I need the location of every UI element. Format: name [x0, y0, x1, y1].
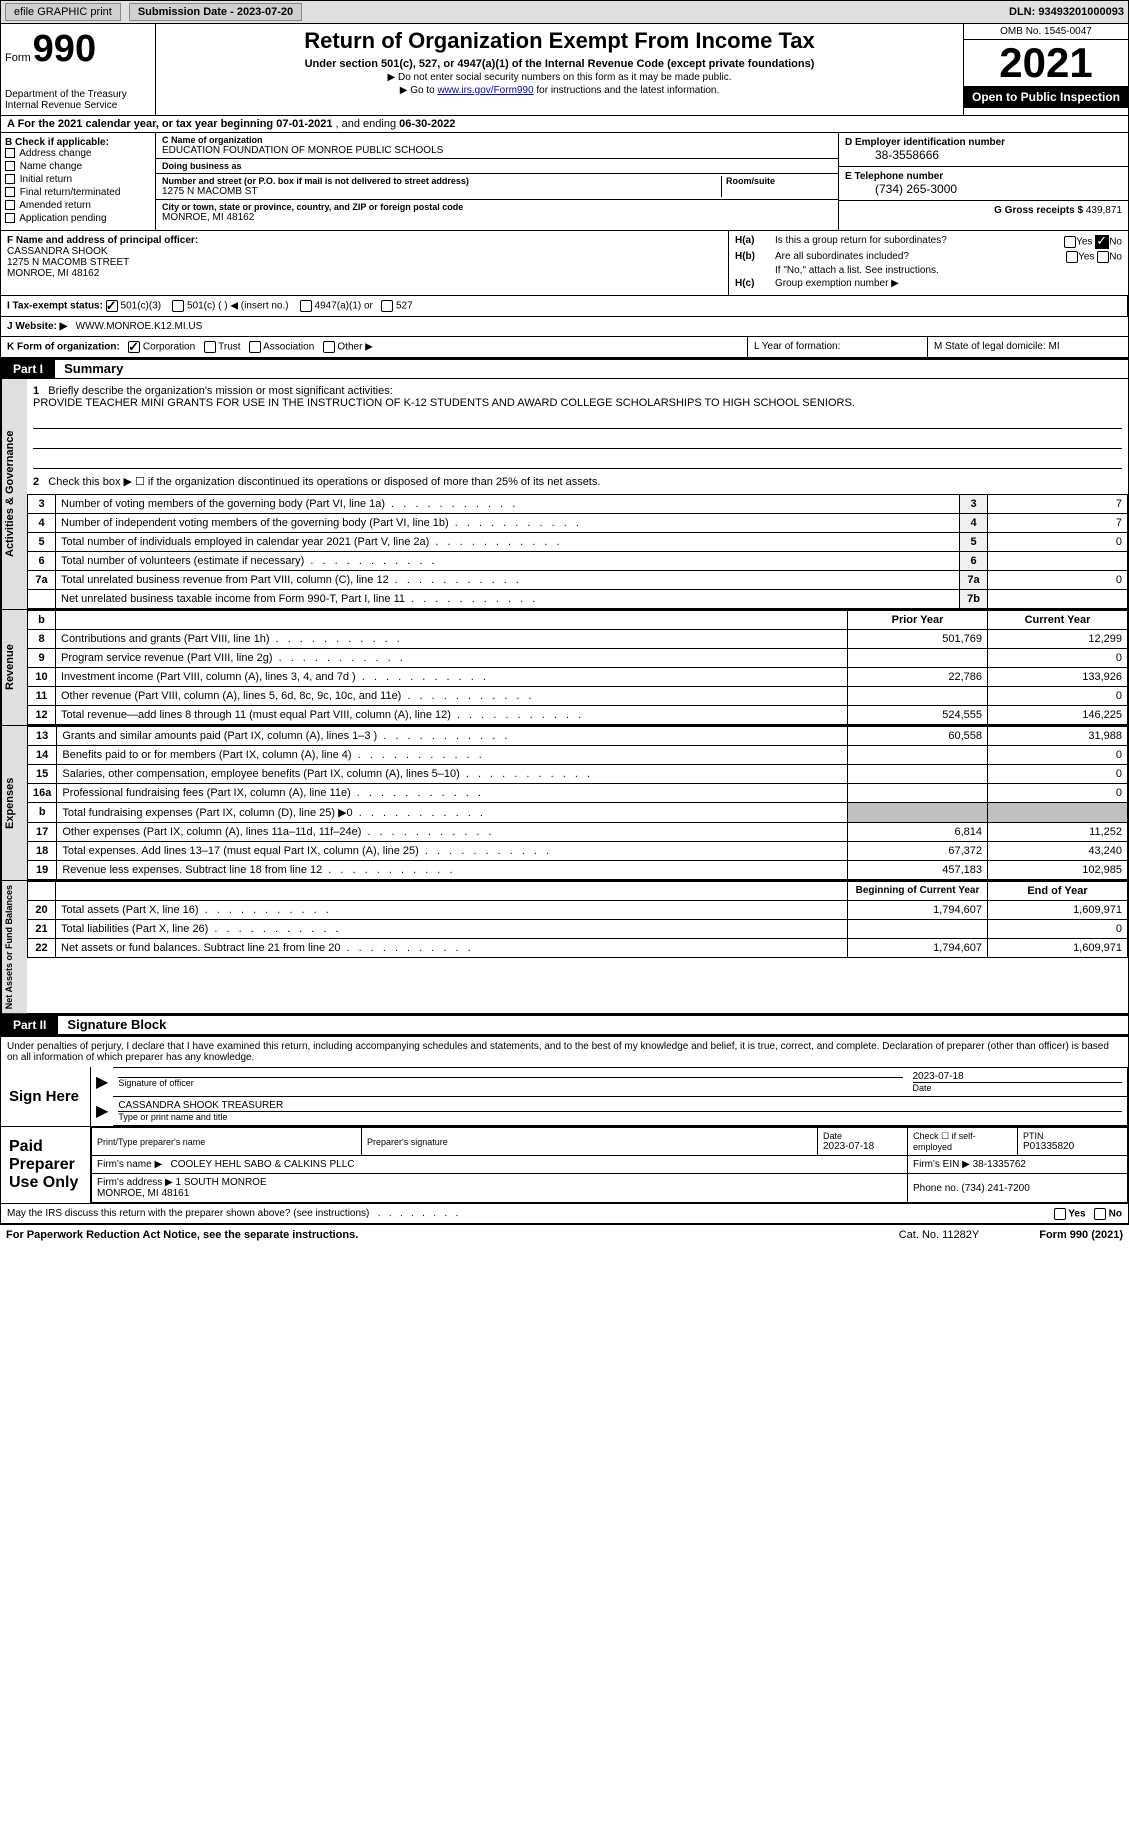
open-public: Open to Public Inspection: [964, 86, 1128, 108]
org-name: EDUCATION FOUNDATION OF MONROE PUBLIC SC…: [162, 145, 832, 156]
website: WWW.MONROE.K12.MI.US: [76, 321, 203, 332]
org-city: MONROE, MI 48162: [162, 212, 832, 223]
form-title: Return of Organization Exempt From Incom…: [164, 28, 955, 54]
hb-yes[interactable]: [1066, 251, 1078, 263]
501c3-check[interactable]: [106, 300, 118, 312]
sign-here-label: Sign Here: [1, 1067, 91, 1126]
top-bar: efile GRAPHIC print Submission Date - 20…: [0, 0, 1129, 24]
mission-text: PROVIDE TEACHER MINI GRANTS FOR USE IN T…: [33, 397, 855, 409]
section-revenue: Revenue bPrior YearCurrent Year8Contribu…: [0, 610, 1129, 726]
col-b: B Check if applicable: Address change Na…: [1, 133, 156, 230]
irs-link[interactable]: www.irs.gov/Form990: [437, 85, 533, 96]
link-note: ▶ Go to www.irs.gov/Form990 for instruct…: [164, 85, 955, 96]
block-bcd: B Check if applicable: Address change Na…: [0, 133, 1129, 231]
signature-block: Under penalties of perjury, I declare th…: [0, 1035, 1129, 1224]
row-j: J Website: ▶ WWW.MONROE.K12.MI.US: [0, 317, 1129, 337]
col-f: F Name and address of principal officer:…: [1, 231, 728, 295]
dln: DLN: 93493201000093: [1009, 6, 1124, 18]
org-street: 1275 N MACOMB ST: [162, 186, 717, 197]
col-h: H(a)Is this a group return for subordina…: [728, 231, 1128, 295]
firm-ein: 38-1335762: [973, 1159, 1026, 1170]
row-i: I Tax-exempt status: 501(c)(3) 501(c) ( …: [0, 296, 1129, 317]
ssn-note: ▶ Do not enter social security numbers o…: [164, 72, 955, 83]
ha-yes[interactable]: [1064, 236, 1076, 248]
form-number: Form 990: [5, 28, 151, 71]
part1-header: Part I Summary: [0, 358, 1129, 379]
efile-btn[interactable]: efile GRAPHIC print: [5, 3, 121, 21]
hb-no[interactable]: [1097, 251, 1109, 263]
telephone: (734) 265-3000: [845, 182, 1122, 196]
omb-no: OMB No. 1545-0047: [964, 24, 1128, 40]
section-governance: Activities & Governance 1 Briefly descri…: [0, 379, 1129, 610]
gross-receipts: 439,871: [1086, 205, 1122, 216]
block-fh: F Name and address of principal officer:…: [0, 231, 1129, 296]
part2-header: Part II Signature Block: [0, 1014, 1129, 1035]
footer: For Paperwork Reduction Act Notice, see …: [0, 1224, 1129, 1245]
col-d: D Employer identification number 38-3558…: [838, 133, 1128, 230]
paid-preparer-label: Paid Preparer Use Only: [1, 1127, 91, 1203]
section-netassets: Net Assets or Fund Balances Beginning of…: [0, 881, 1129, 1014]
form-subtitle: Under section 501(c), 527, or 4947(a)(1)…: [164, 58, 955, 70]
signer-name: CASSANDRA SHOOK TREASURER: [118, 1100, 1122, 1111]
corp-check[interactable]: [128, 341, 140, 353]
officer-name: CASSANDRA SHOOK: [7, 246, 722, 257]
form-header: Form 990 Department of the Treasury Inte…: [0, 24, 1129, 116]
discuss-yes[interactable]: [1054, 1208, 1066, 1220]
tab-revenue: Revenue: [1, 610, 27, 725]
discuss-no[interactable]: [1094, 1208, 1106, 1220]
firm-phone: (734) 241-7200: [961, 1183, 1029, 1194]
ein: 38-3558666: [845, 148, 1122, 162]
col-c: C Name of organization EDUCATION FOUNDAT…: [156, 133, 838, 230]
section-expenses: Expenses 13Grants and similar amounts pa…: [0, 726, 1129, 881]
firm-name: COOLEY HEHL SABO & CALKINS PLLC: [171, 1159, 355, 1170]
perjury-decl: Under penalties of perjury, I declare th…: [1, 1037, 1128, 1067]
ha-no[interactable]: [1095, 235, 1109, 249]
dept-treasury: Department of the Treasury Internal Reve…: [5, 89, 151, 111]
row-a: A For the 2021 calendar year, or tax yea…: [0, 116, 1129, 133]
tab-netassets: Net Assets or Fund Balances: [1, 881, 27, 1013]
row-k: K Form of organization: Corporation Trus…: [0, 337, 1129, 358]
ptin: P01335820: [1023, 1141, 1122, 1152]
submission-date: Submission Date - 2023-07-20: [129, 3, 302, 21]
tab-expenses: Expenses: [1, 726, 27, 880]
tab-governance: Activities & Governance: [1, 379, 27, 609]
tax-year: 2021: [964, 40, 1128, 86]
